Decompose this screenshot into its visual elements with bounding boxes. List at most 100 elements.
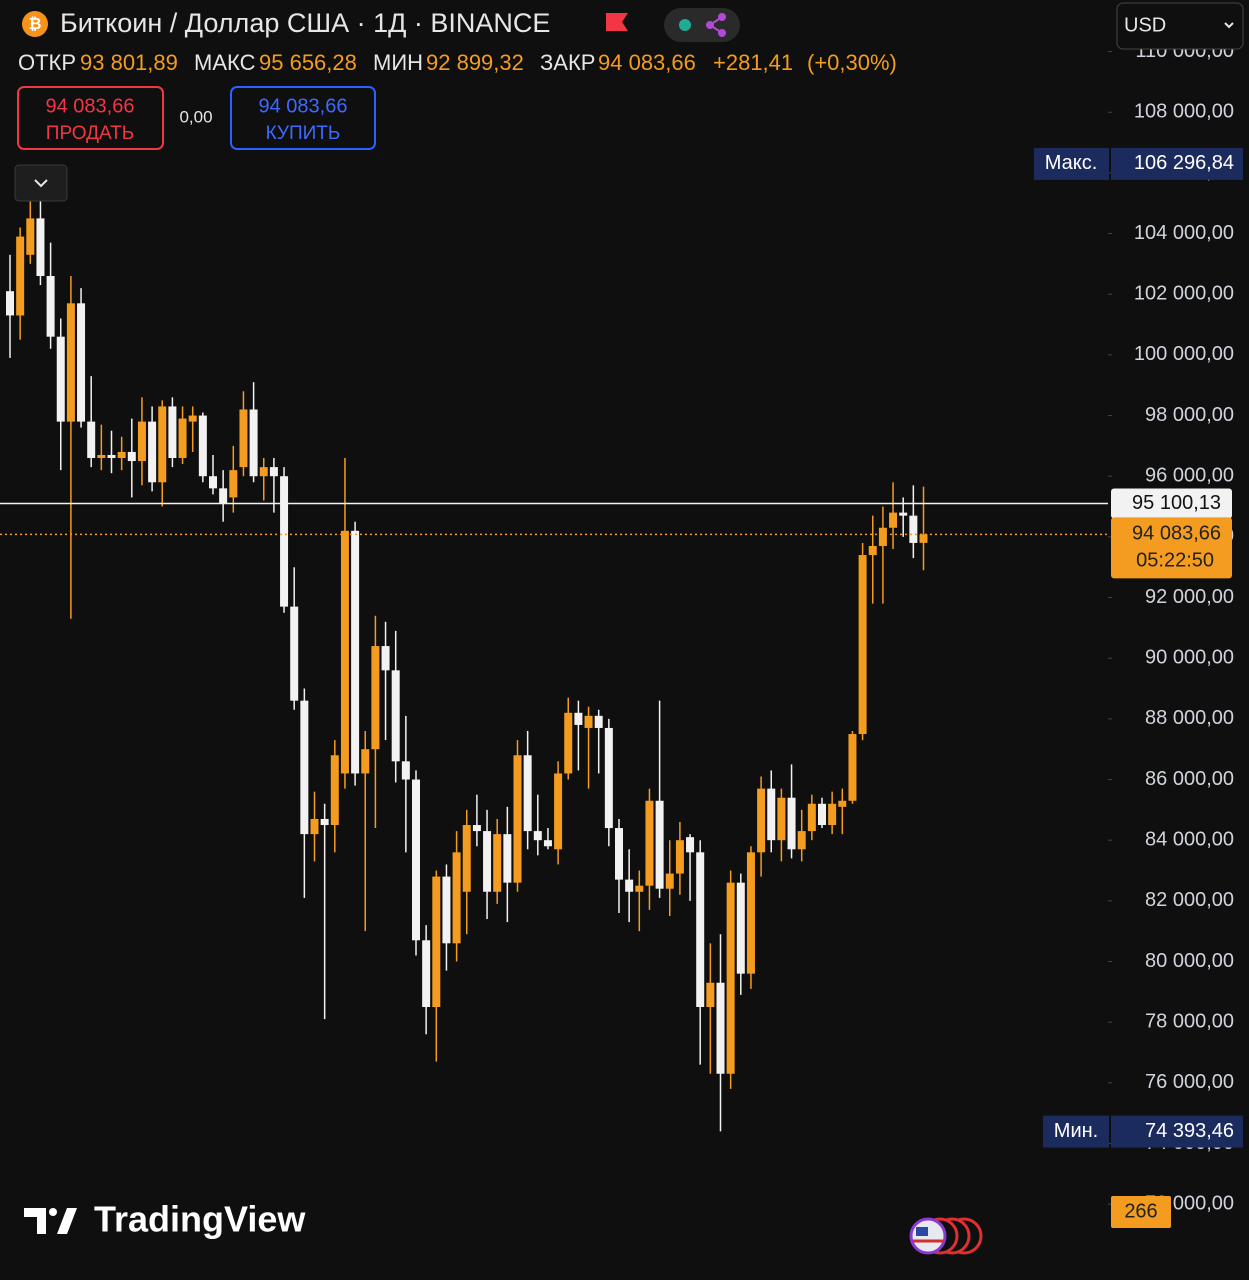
candle-body [381,646,390,671]
candle-body [584,715,593,728]
y-tick-label: 86 000,00 [1145,768,1234,790]
candle-body [412,779,420,941]
min-name: Мин. [1054,1120,1098,1142]
candle-body [320,818,329,826]
candle-body [137,421,146,462]
collapse-button[interactable] [14,164,68,202]
y-tick-label: 104 000,00 [1134,222,1234,244]
candle-body [746,852,755,974]
candle-body [736,882,745,974]
candle-body [97,454,106,459]
currency: USD [1124,14,1166,36]
candle-body [868,545,877,556]
brand-logo [24,1208,77,1234]
last-price-label: 94 083,66 [1132,523,1221,545]
candle-body [198,415,207,477]
candle-body [513,755,522,883]
candle-body [615,828,623,880]
coin-glyph: ₿ [28,15,41,33]
candle-body [269,467,278,477]
candle-body [168,406,177,459]
candle-body [472,825,481,832]
candle-body [77,303,86,422]
candle-body [462,825,471,892]
y-tick-label: 98 000,00 [1145,404,1234,426]
candle-body [178,418,187,459]
buy-button[interactable] [230,86,376,150]
candle-body [209,476,217,489]
y-tick-label: 92 000,00 [1145,586,1234,608]
ohlc-value: 92 899,32 [426,50,524,75]
candle-body [503,834,512,883]
candle-body [280,476,289,607]
candle-body [899,512,908,516]
candle-body [290,606,299,701]
buy-label: КУПИТЬ [266,123,341,144]
y-tick-label: 84 000,00 [1145,828,1234,850]
status-dot [679,19,691,31]
candle-body [523,755,532,832]
y-tick-label: 88 000,00 [1145,707,1234,729]
ohlc-label: ЗАКР [540,50,595,75]
sell-button[interactable] [17,86,164,150]
candle-body [706,982,715,1008]
price-line-box [1111,488,1232,519]
price-line-label: 95 100,13 [1132,492,1221,514]
candle-body [858,555,867,735]
candle-body [259,467,268,477]
candle-body [87,421,96,459]
candle-body [432,876,441,1008]
candle-body [127,451,136,462]
chevron [1224,22,1234,29]
candle-body [452,852,461,944]
candle-body [574,712,583,725]
status-pill[interactable] [664,8,740,42]
currency-select[interactable] [1116,2,1244,50]
volume-box [1111,1196,1171,1228]
ohlc-value: 95 656,28 [259,50,357,75]
change-pct: (+0,30%) [807,50,897,75]
candle-body [310,818,319,835]
candle-body [838,800,847,807]
max-value-box [1111,147,1243,180]
overlay: ₿ Биткоин / Доллар США · 1Д · BINANCE ОТ… [14,2,1244,1255]
candle-body [726,882,735,1074]
candle-body [148,421,157,483]
candle-body [26,218,35,255]
candle-body [554,773,563,850]
coin-icon [22,11,48,37]
y-tick-label: 82 000,00 [1145,889,1234,911]
candle-body [188,415,197,422]
candle-body [46,276,55,337]
candle-body [351,530,360,774]
candle-body [878,527,887,546]
candle-body [757,788,766,853]
candle-body [361,749,370,774]
candle-body [655,800,664,889]
candle-body [818,803,826,826]
flag-icon [606,13,628,31]
buy-price: 94 083,66 [259,95,348,117]
ohlc-value: 93 801,89 [80,50,178,75]
ohlc-label: ОТКР [18,50,76,75]
share-icon [706,13,726,37]
chevron [34,179,48,188]
candle-body [716,982,725,1074]
candle-body [777,797,786,841]
y-tick-label: 80 000,00 [1145,950,1234,972]
price-axis-bg [1108,0,1249,1280]
candle-body [889,512,898,528]
volume-label: 266 [1124,1200,1157,1222]
candle-body [848,734,857,801]
candle-body [442,876,451,944]
events-icon[interactable] [909,1217,983,1255]
candle-body [787,797,796,850]
spread: 0,00 [179,107,212,126]
min-name-box [1043,1115,1109,1148]
min-value-box [1111,1115,1243,1148]
max-name-box [1034,147,1109,180]
candle-body [401,761,410,780]
candle-body [117,451,126,459]
sell-price: 94 083,66 [46,95,135,117]
